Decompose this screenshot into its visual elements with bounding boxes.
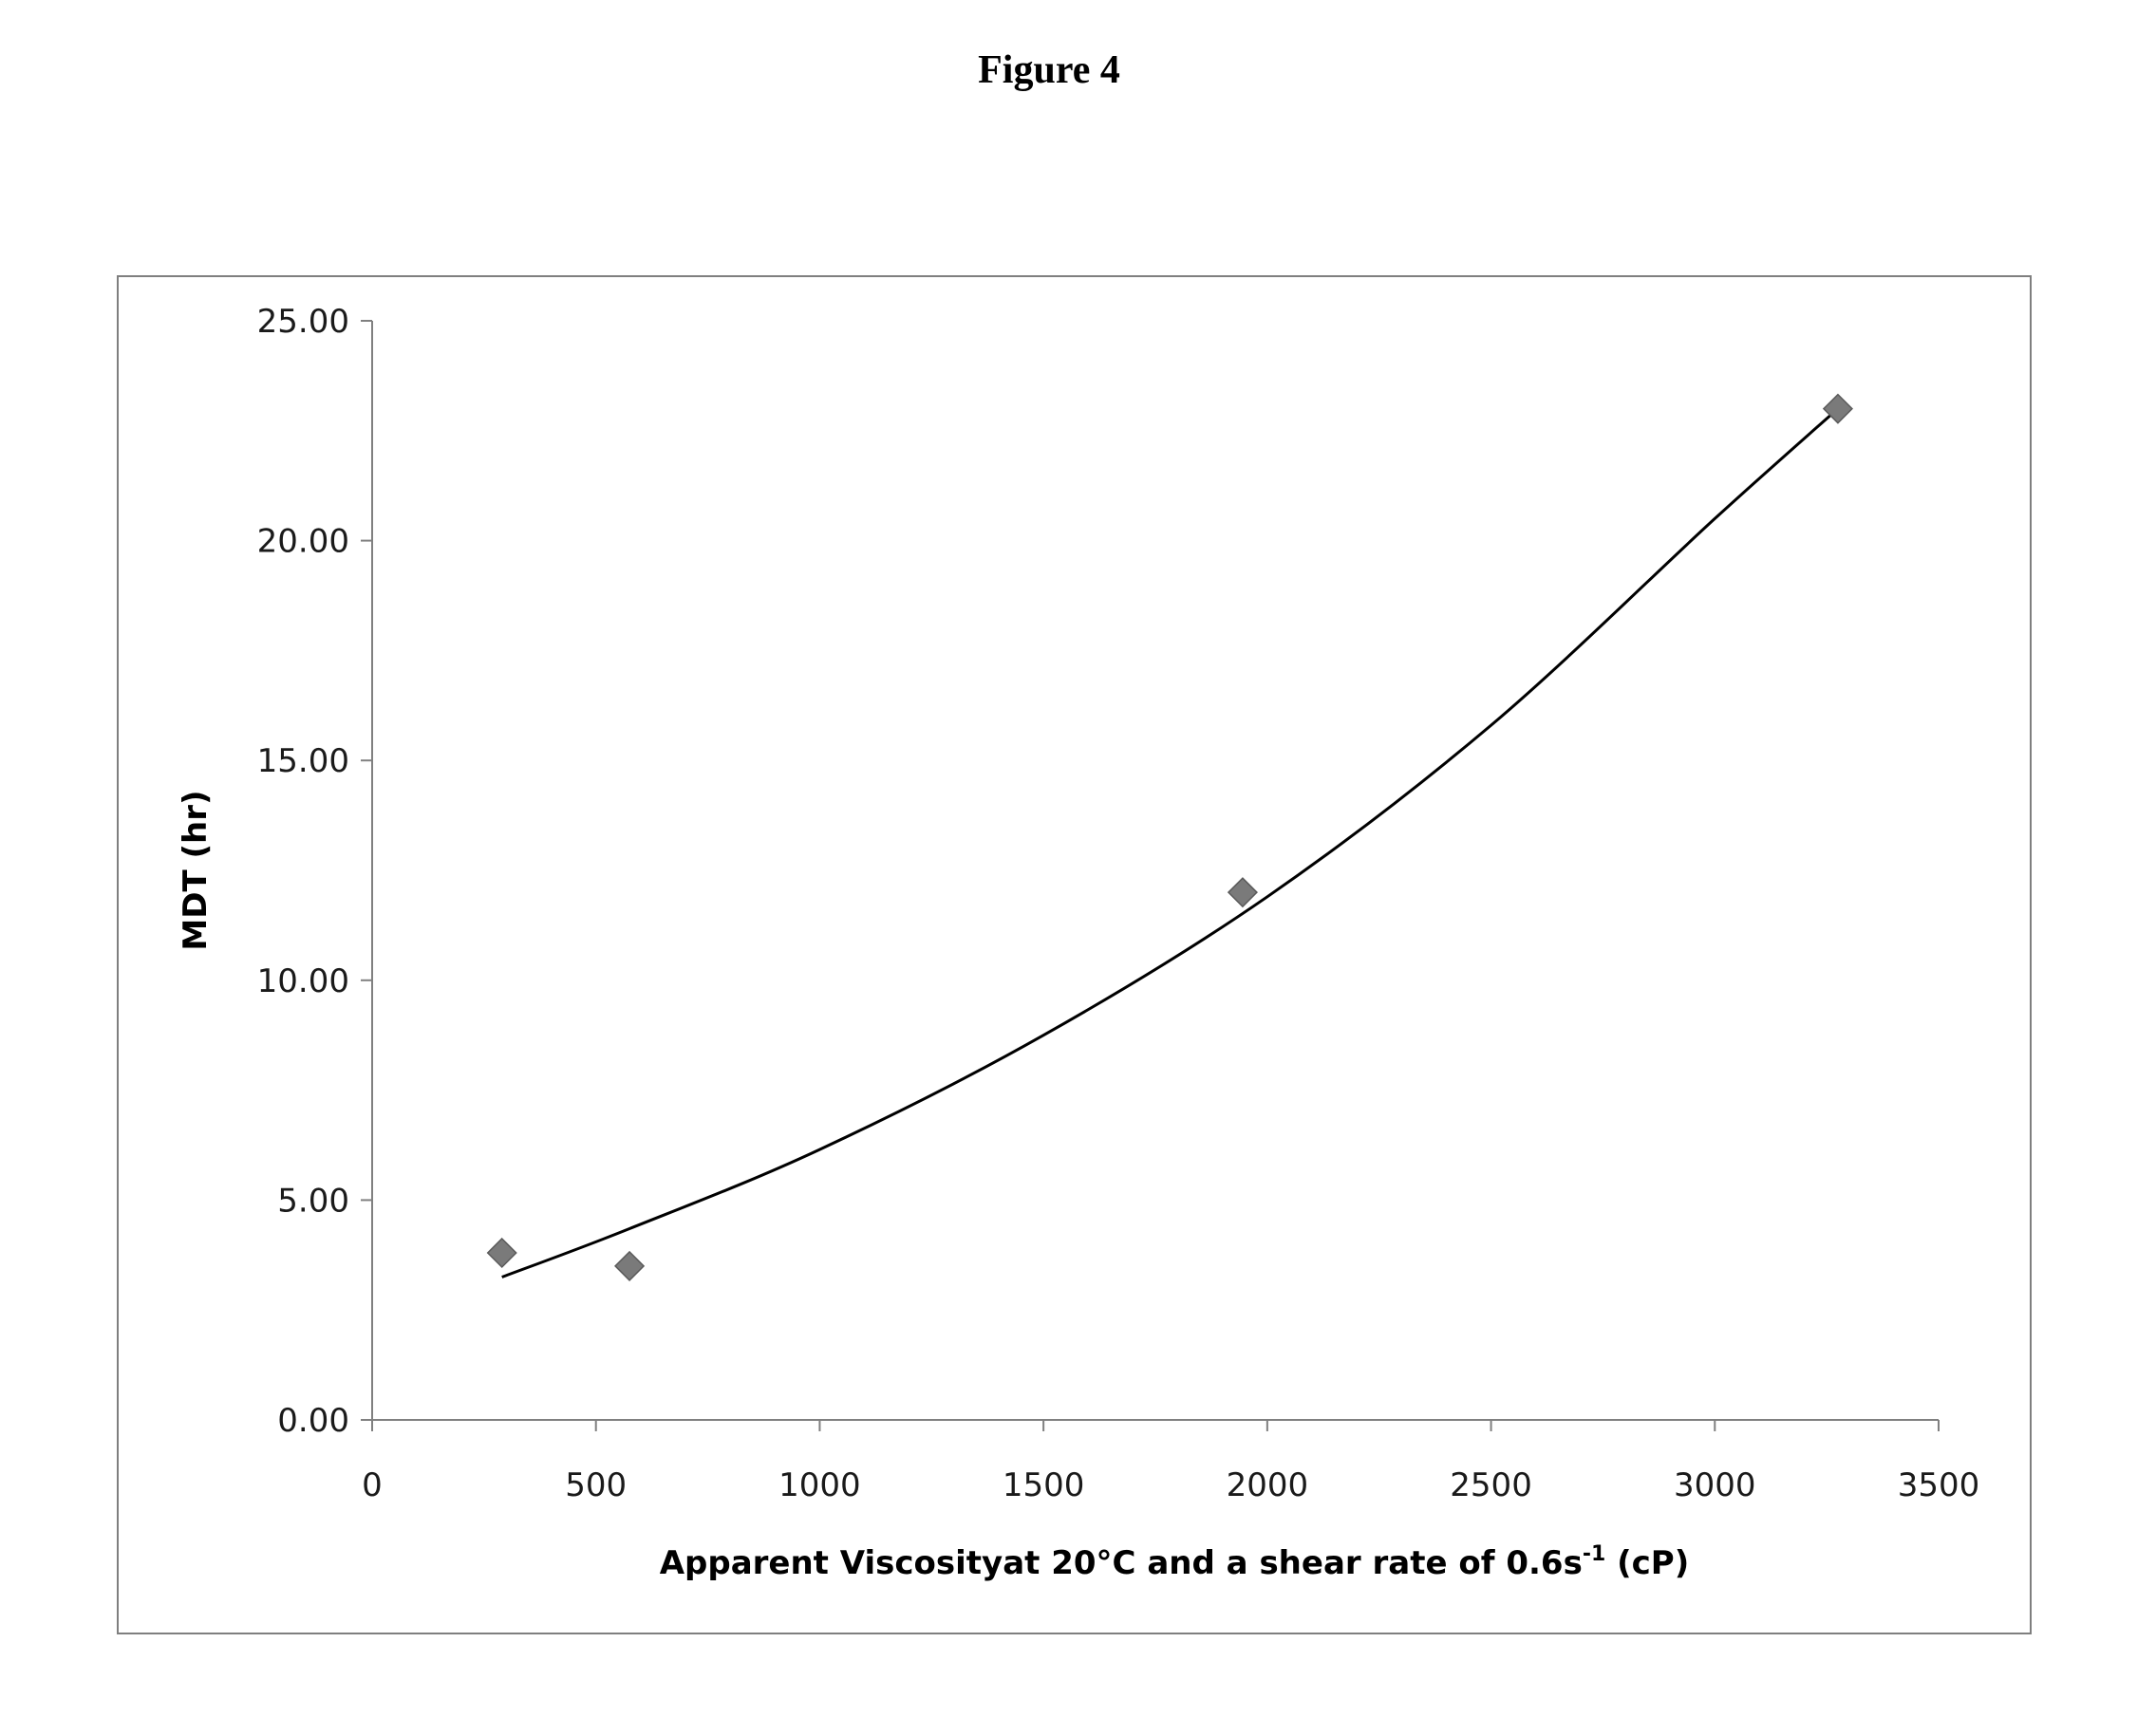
y-tick-label: 25.00 bbox=[257, 303, 349, 341]
trendline-layer bbox=[502, 409, 1838, 1278]
data-point-marker bbox=[1228, 878, 1257, 906]
x-tick-label: 3000 bbox=[1674, 1466, 1756, 1504]
x-axis-title-superscript: -1 bbox=[1583, 1542, 1605, 1566]
x-tick-label: 2000 bbox=[1227, 1466, 1309, 1504]
y-tick-label: 20.00 bbox=[257, 523, 349, 561]
y-axis-title: MDT (hr) bbox=[177, 790, 215, 950]
x-tick-label: 500 bbox=[565, 1466, 627, 1504]
y-tick-label: 0.00 bbox=[277, 1402, 349, 1440]
axis-labels: 0.00 5.00 10.00 15.00 20.00 25.00 0 500 1000 1500… bbox=[177, 303, 1979, 1582]
x-tick-label: 3500 bbox=[1898, 1466, 1980, 1504]
data-point-marker bbox=[615, 1252, 644, 1280]
x-axis-title: Apparent Viscosityat 20°C and a shear ra… bbox=[660, 1542, 1690, 1582]
x-axis-title-unit: (cP) bbox=[1605, 1544, 1689, 1582]
y-tick-label: 15.00 bbox=[257, 742, 349, 780]
x-axis-title-main: Apparent Viscosityat 20°C and a shear ra… bbox=[660, 1544, 1583, 1582]
axes bbox=[361, 321, 1939, 1431]
trendline-curve bbox=[502, 409, 1838, 1278]
y-tick-label: 10.00 bbox=[257, 962, 349, 1000]
data-points bbox=[488, 395, 1852, 1280]
x-tick-label: 2500 bbox=[1450, 1466, 1532, 1504]
y-tick-label: 5.00 bbox=[277, 1182, 349, 1220]
x-tick-label: 1500 bbox=[1003, 1466, 1085, 1504]
scatter-chart: 0.00 5.00 10.00 15.00 20.00 25.00 0 500 1000 1500… bbox=[119, 277, 2030, 1633]
x-tick-label: 1000 bbox=[778, 1466, 861, 1504]
x-tick-label: 0 bbox=[362, 1466, 383, 1504]
data-point-marker bbox=[488, 1239, 516, 1267]
figure-title: Figure 4 bbox=[0, 47, 2098, 93]
chart-frame: 0.00 5.00 10.00 15.00 20.00 25.00 0 500 1000 1500… bbox=[117, 275, 2032, 1634]
